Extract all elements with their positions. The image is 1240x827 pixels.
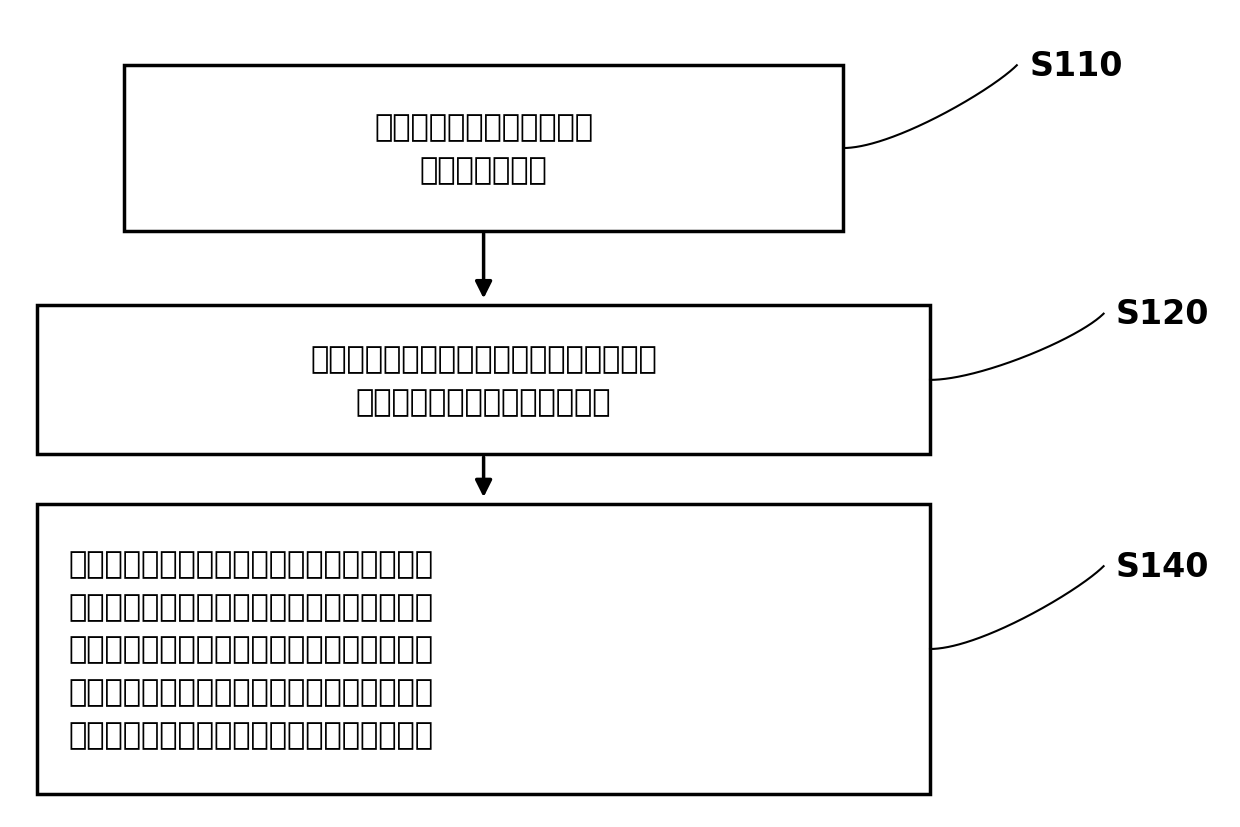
Text: 将第一温度与预设的起燃温度进行比较，判
断第一催化器是否达到起燃温度: 将第一温度与预设的起燃温度进行比较，判 断第一催化器是否达到起燃温度 [310,345,657,416]
Text: S110: S110 [1029,50,1122,83]
Text: S120: S120 [1116,298,1209,331]
Text: S140: S140 [1116,550,1209,583]
FancyBboxPatch shape [37,504,930,794]
Text: 获取车辆行车扭矩和第一催
化器的第一温度: 获取车辆行车扭矩和第一催 化器的第一温度 [374,113,593,184]
FancyBboxPatch shape [37,306,930,455]
FancyBboxPatch shape [124,66,843,232]
Text: 若所述第一催化器未达到起燃温度，将行车扭
矩与电机扭矩输出阈值进行比较，当行车扭矩
小于或等于电机扭矩输出阈值时，通过电机控
制模块控制电机的输出扭矩为行车扭矩: 若所述第一催化器未达到起燃温度，将行车扭 矩与电机扭矩输出阈值进行比较，当行车扭… [68,549,433,749]
